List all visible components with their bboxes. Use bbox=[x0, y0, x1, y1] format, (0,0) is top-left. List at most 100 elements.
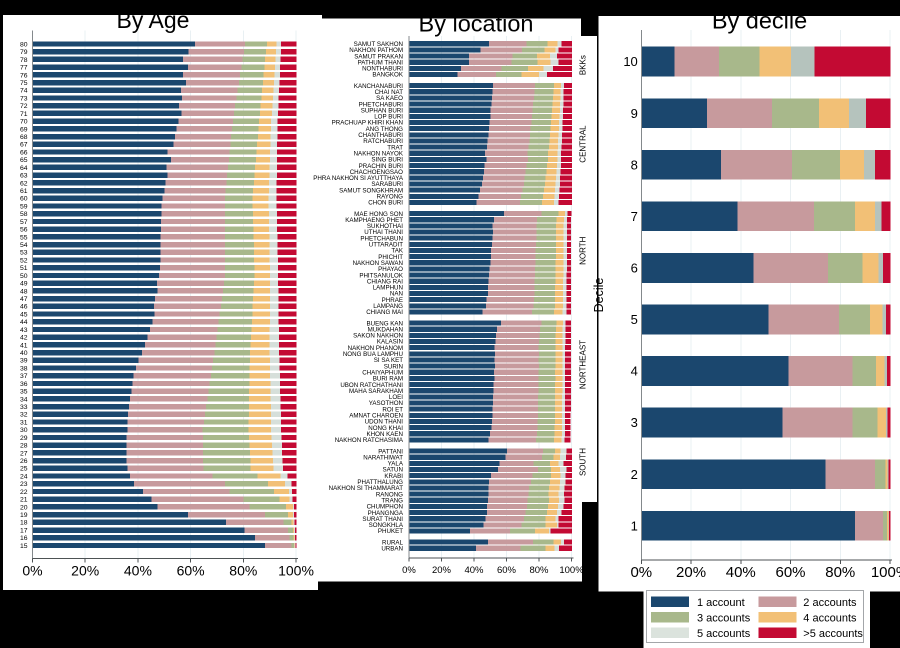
svg-text:CHAIYAPHUM: CHAIYAPHUM bbox=[362, 369, 403, 376]
svg-text:UTHAI THANI: UTHAI THANI bbox=[364, 229, 403, 236]
svg-text:SA KAEO: SA KAEO bbox=[376, 95, 403, 102]
svg-text:22: 22 bbox=[20, 489, 28, 496]
svg-text:23: 23 bbox=[20, 481, 28, 488]
svg-text:18: 18 bbox=[20, 520, 28, 527]
svg-text:SAMUT SAKHON: SAMUT SAKHON bbox=[354, 41, 403, 48]
svg-text:0%: 0% bbox=[630, 564, 652, 581]
svg-text:56: 56 bbox=[20, 227, 28, 234]
svg-text:10: 10 bbox=[623, 54, 637, 69]
svg-text:SUKHOTHAI: SUKHOTHAI bbox=[367, 223, 403, 230]
svg-text:0%: 0% bbox=[22, 563, 42, 579]
svg-text:100%: 100% bbox=[559, 565, 584, 576]
svg-text:40: 40 bbox=[20, 350, 28, 357]
svg-text:YASOTHON: YASOTHON bbox=[369, 400, 403, 407]
svg-text:60%: 60% bbox=[177, 563, 205, 579]
svg-text:LAMPHUN: LAMPHUN bbox=[373, 285, 403, 292]
svg-text:34: 34 bbox=[20, 396, 28, 403]
svg-text:UBON RATCHATHANI: UBON RATCHATHANI bbox=[340, 382, 403, 389]
svg-text:20%: 20% bbox=[71, 563, 99, 579]
svg-text:SONGKHLA: SONGKHLA bbox=[369, 522, 404, 529]
svg-text:33: 33 bbox=[20, 404, 28, 411]
svg-text:PHAYAO: PHAYAO bbox=[378, 266, 403, 273]
svg-text:YALA: YALA bbox=[388, 461, 404, 468]
svg-text:1 account: 1 account bbox=[697, 597, 745, 609]
svg-text:NAKHON SI THAMMARAT: NAKHON SI THAMMARAT bbox=[329, 485, 404, 492]
svg-text:40%: 40% bbox=[124, 563, 152, 579]
svg-text:16: 16 bbox=[20, 535, 28, 542]
svg-text:41: 41 bbox=[20, 342, 28, 349]
svg-text:60%: 60% bbox=[776, 564, 806, 581]
svg-text:65: 65 bbox=[20, 157, 28, 164]
svg-text:MUKDAHAN: MUKDAHAN bbox=[368, 326, 403, 333]
svg-text:LOP BURI: LOP BURI bbox=[374, 114, 403, 121]
svg-text:SURIN: SURIN bbox=[384, 363, 403, 370]
svg-text:15: 15 bbox=[20, 543, 28, 550]
svg-text:45: 45 bbox=[20, 311, 28, 318]
svg-text:37: 37 bbox=[20, 373, 28, 380]
svg-text:20: 20 bbox=[20, 504, 28, 511]
svg-text:CHON BURI: CHON BURI bbox=[368, 200, 403, 207]
svg-text:KHON KAEN: KHON KAEN bbox=[367, 431, 403, 438]
svg-text:KALASIN: KALASIN bbox=[377, 339, 403, 346]
svg-text:46: 46 bbox=[20, 304, 28, 311]
svg-text:RURAL: RURAL bbox=[382, 539, 404, 546]
svg-text:NAKHON NAYOK: NAKHON NAYOK bbox=[354, 150, 404, 157]
svg-text:SARABURI: SARABURI bbox=[371, 181, 403, 188]
svg-text:TRANG: TRANG bbox=[381, 497, 403, 504]
svg-text:3: 3 bbox=[631, 415, 638, 430]
svg-text:42: 42 bbox=[20, 335, 28, 342]
svg-text:PHRA NAKHON SI AYUTTHAYA: PHRA NAKHON SI AYUTTHAYA bbox=[313, 175, 404, 182]
svg-text:SATUN: SATUN bbox=[382, 467, 403, 474]
svg-text:51: 51 bbox=[20, 265, 28, 272]
svg-text:PHRAE: PHRAE bbox=[382, 297, 403, 304]
svg-text:NONTHABURI: NONTHABURI bbox=[362, 66, 403, 73]
svg-text:PATHUM THANI: PATHUM THANI bbox=[358, 59, 404, 66]
svg-text:MAHA SARAKHAM: MAHA SARAKHAM bbox=[349, 388, 403, 395]
svg-text:NAKHON PHANOM: NAKHON PHANOM bbox=[348, 345, 403, 352]
svg-text:40%: 40% bbox=[726, 564, 756, 581]
svg-text:SOUTH: SOUTH bbox=[579, 448, 588, 476]
svg-text:SAMUT PRAKAN: SAMUT PRAKAN bbox=[354, 53, 403, 60]
svg-text:NARATHIWAT: NARATHIWAT bbox=[363, 454, 403, 461]
svg-text:38: 38 bbox=[20, 365, 28, 372]
svg-text:PRACHUAP KHIRI KHAN: PRACHUAP KHIRI KHAN bbox=[332, 120, 403, 127]
svg-text:CHANTHABURI: CHANTHABURI bbox=[358, 132, 403, 139]
svg-text:47: 47 bbox=[20, 296, 28, 303]
svg-text:0%: 0% bbox=[402, 565, 416, 576]
svg-text:ANG THONG: ANG THONG bbox=[366, 126, 404, 133]
svg-text:73: 73 bbox=[20, 95, 28, 102]
svg-text:CHIANG MAI: CHIANG MAI bbox=[366, 309, 403, 316]
svg-text:4: 4 bbox=[631, 364, 638, 379]
svg-text:ROI ET: ROI ET bbox=[382, 406, 403, 413]
svg-text:71: 71 bbox=[20, 111, 28, 118]
svg-text:54: 54 bbox=[20, 242, 28, 249]
svg-text:PATTANI: PATTANI bbox=[378, 448, 403, 455]
svg-text:59: 59 bbox=[20, 203, 28, 210]
svg-text:PHANGNGA: PHANGNGA bbox=[368, 510, 404, 517]
svg-text:69: 69 bbox=[20, 126, 28, 133]
svg-text:TRAT: TRAT bbox=[387, 144, 403, 151]
svg-text:AMNAT CHAROEN: AMNAT CHAROEN bbox=[349, 413, 403, 420]
svg-text:72: 72 bbox=[20, 103, 28, 110]
svg-text:PRACHIN BURI: PRACHIN BURI bbox=[359, 163, 404, 170]
svg-text:NAKHON SAWAN: NAKHON SAWAN bbox=[353, 260, 403, 267]
svg-text:70: 70 bbox=[20, 119, 28, 126]
svg-text:80: 80 bbox=[20, 41, 28, 48]
svg-text:75: 75 bbox=[20, 80, 28, 87]
svg-text:7: 7 bbox=[631, 209, 638, 224]
svg-text:66: 66 bbox=[20, 149, 28, 156]
svg-text:SURAT THANI: SURAT THANI bbox=[362, 516, 403, 523]
svg-text:URBAN: URBAN bbox=[381, 545, 403, 552]
svg-text:MAE HONG SON: MAE HONG SON bbox=[354, 211, 403, 218]
svg-text:100%: 100% bbox=[871, 564, 900, 581]
svg-text:NORTH: NORTH bbox=[579, 236, 588, 265]
svg-text:80%: 80% bbox=[229, 563, 257, 579]
svg-text:SI SA KET: SI SA KET bbox=[374, 357, 403, 364]
svg-text:27: 27 bbox=[20, 450, 28, 457]
svg-text:BKKs: BKKs bbox=[579, 55, 588, 75]
svg-text:CHIANG RAI: CHIANG RAI bbox=[367, 278, 403, 285]
svg-text:30: 30 bbox=[20, 427, 28, 434]
svg-text:24: 24 bbox=[20, 473, 28, 480]
svg-text:57: 57 bbox=[20, 219, 28, 226]
svg-text:44: 44 bbox=[20, 319, 28, 326]
